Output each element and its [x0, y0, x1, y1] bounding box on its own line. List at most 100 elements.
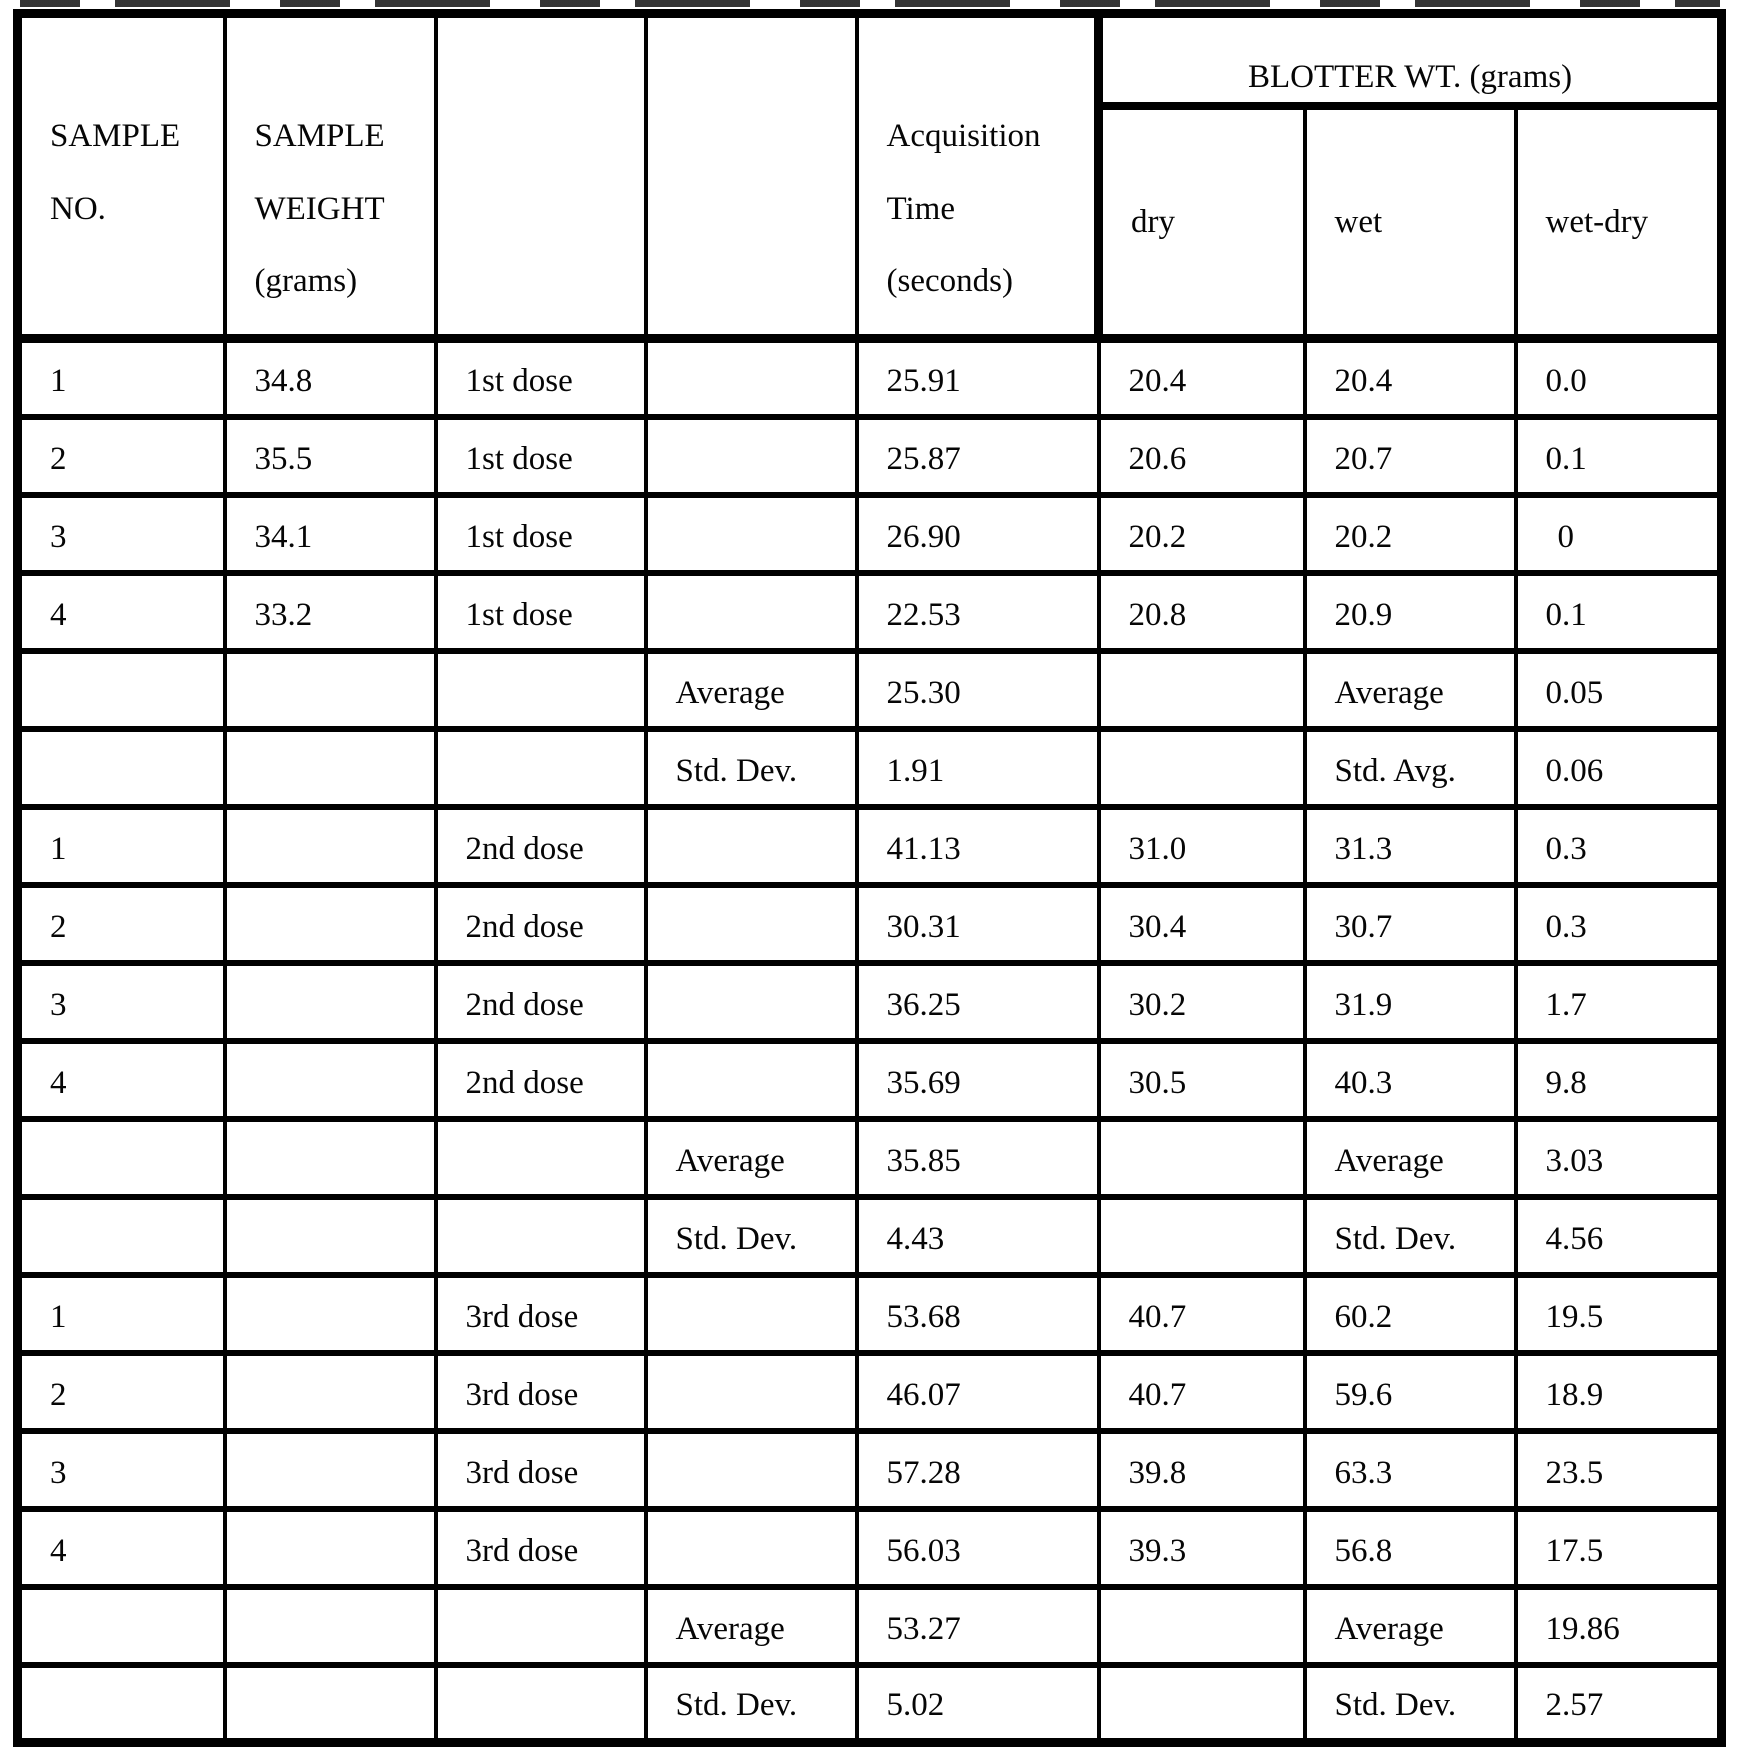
- header-sample-weight: SAMPLE WEIGHT (grams): [222, 10, 438, 343]
- cell-stat-label: Average: [643, 1115, 859, 1200]
- cell-sample-weight: [222, 881, 438, 966]
- cell-blotter-wet-dry: 0.3: [1513, 881, 1724, 966]
- cell-stat-label: Std. Dev.: [643, 1661, 859, 1746]
- cell-acquisition-time: 41.13: [854, 803, 1101, 888]
- cell-acquisition-time: 25.87: [854, 413, 1101, 498]
- cell-blotter-wet-dry: 0.1: [1513, 569, 1724, 654]
- cell-stat-label: [643, 1349, 859, 1434]
- cell-acquisition-time: 53.27: [854, 1583, 1101, 1668]
- cell-sample-weight: [222, 725, 438, 810]
- cell-acquisition-time: 56.03: [854, 1505, 1101, 1590]
- cell-sample-no: 2: [15, 1349, 227, 1434]
- cell-stat-label: Average: [643, 1583, 859, 1668]
- cell-dose: [433, 1661, 648, 1746]
- cell-sample-no: 1: [15, 335, 227, 420]
- cell-dose: 2nd dose: [433, 803, 648, 888]
- cell-blotter-dry: 30.4: [1096, 881, 1307, 966]
- cell-stat-label: [643, 959, 859, 1044]
- cell-blotter-dry: 20.6: [1096, 413, 1307, 498]
- cell-sample-weight: 34.1: [222, 491, 438, 576]
- cell-blotter-dry: 40.7: [1096, 1349, 1307, 1434]
- header-acquisition-time: Acquisition Time (seconds): [854, 10, 1101, 343]
- cell-sample-no: 4: [15, 1037, 227, 1122]
- cell-sample-weight: [222, 1037, 438, 1122]
- cell-stat-label: [643, 413, 859, 498]
- scan-noise-line: [20, 0, 1720, 7]
- header-empty-1: [433, 10, 648, 343]
- cell-stat-label: [643, 335, 859, 420]
- cell-blotter-wet-dry: 17.5: [1513, 1505, 1724, 1590]
- cell-blotter-dry: [1096, 1115, 1307, 1200]
- cell-blotter-wet: 20.4: [1302, 335, 1518, 420]
- cell-blotter-wet-dry: 0.3: [1513, 803, 1724, 888]
- cell-sample-weight: [222, 1271, 438, 1356]
- cell-sample-no: 1: [15, 803, 227, 888]
- cell-dose: [433, 647, 648, 732]
- cell-blotter-wet-dry: 9.8: [1513, 1037, 1724, 1122]
- cell-stat-label: [643, 1271, 859, 1356]
- cell-sample-no: [15, 1115, 227, 1200]
- cell-sample-weight: [222, 1349, 438, 1434]
- data-table: SAMPLE NO. SAMPLE WEIGHT (grams) Acquisi…: [13, 9, 1727, 1747]
- cell-sample-no: [15, 1193, 227, 1278]
- cell-dose: 1st dose: [433, 335, 648, 420]
- cell-stat-label: [643, 1505, 859, 1590]
- cell-dose: 2nd dose: [433, 959, 648, 1044]
- cell-sample-weight: [222, 1661, 438, 1746]
- cell-blotter-wet: 30.7: [1302, 881, 1518, 966]
- cell-blotter-dry: 30.2: [1096, 959, 1307, 1044]
- cell-sample-no: 2: [15, 881, 227, 966]
- cell-stat-label: [643, 1427, 859, 1512]
- cell-sample-weight: [222, 1583, 438, 1668]
- cell-blotter-wet: 56.8: [1302, 1505, 1518, 1590]
- cell-acquisition-time: 26.90: [854, 491, 1101, 576]
- cell-sample-no: 2: [15, 413, 227, 498]
- cell-sample-weight: 35.5: [222, 413, 438, 498]
- cell-sample-no: 1: [15, 1271, 227, 1356]
- cell-blotter-wet: 20.9: [1302, 569, 1518, 654]
- cell-blotter-wet: Average: [1302, 1115, 1518, 1200]
- cell-blotter-dry: 30.5: [1096, 1037, 1307, 1122]
- cell-sample-no: [15, 647, 227, 732]
- cell-acquisition-time: 25.91: [854, 335, 1101, 420]
- cell-blotter-dry: 20.2: [1096, 491, 1307, 576]
- cell-sample-no: 3: [15, 491, 227, 576]
- cell-acquisition-time: 4.43: [854, 1193, 1101, 1278]
- header-empty-2: [643, 10, 859, 343]
- cell-sample-no: 4: [15, 1505, 227, 1590]
- cell-sample-weight: 33.2: [222, 569, 438, 654]
- cell-sample-weight: [222, 959, 438, 1044]
- cell-dose: [433, 725, 648, 810]
- cell-acquisition-time: 46.07: [854, 1349, 1101, 1434]
- cell-acquisition-time: 57.28: [854, 1427, 1101, 1512]
- cell-blotter-wet: Std. Avg.: [1302, 725, 1518, 810]
- cell-dose: [433, 1193, 648, 1278]
- cell-dose: 3rd dose: [433, 1505, 648, 1590]
- cell-blotter-dry: 20.4: [1096, 335, 1307, 420]
- cell-dose: 3rd dose: [433, 1427, 648, 1512]
- cell-blotter-wet-dry: 18.9: [1513, 1349, 1724, 1434]
- cell-sample-weight: [222, 803, 438, 888]
- cell-acquisition-time: 25.30: [854, 647, 1101, 732]
- cell-stat-label: [643, 491, 859, 576]
- cell-blotter-wet-dry: 1.7: [1513, 959, 1724, 1044]
- cell-dose: 1st dose: [433, 569, 648, 654]
- cell-dose: 2nd dose: [433, 1037, 648, 1122]
- cell-sample-weight: [222, 647, 438, 732]
- cell-acquisition-time: 53.68: [854, 1271, 1101, 1356]
- cell-stat-label: Std. Dev.: [643, 1193, 859, 1278]
- cell-blotter-wet-dry: 0.06: [1513, 725, 1724, 810]
- cell-sample-weight: [222, 1427, 438, 1512]
- cell-blotter-wet: 20.7: [1302, 413, 1518, 498]
- cell-blotter-dry: [1096, 1193, 1307, 1278]
- cell-blotter-dry: 20.8: [1096, 569, 1307, 654]
- cell-blotter-dry: [1096, 647, 1307, 732]
- header-wet-dry: wet-dry: [1513, 102, 1724, 343]
- cell-sample-weight: [222, 1115, 438, 1200]
- cell-blotter-wet: 31.3: [1302, 803, 1518, 888]
- cell-dose: 1st dose: [433, 413, 648, 498]
- cell-acquisition-time: 35.69: [854, 1037, 1101, 1122]
- cell-sample-no: 3: [15, 959, 227, 1044]
- cell-blotter-dry: 39.3: [1096, 1505, 1307, 1590]
